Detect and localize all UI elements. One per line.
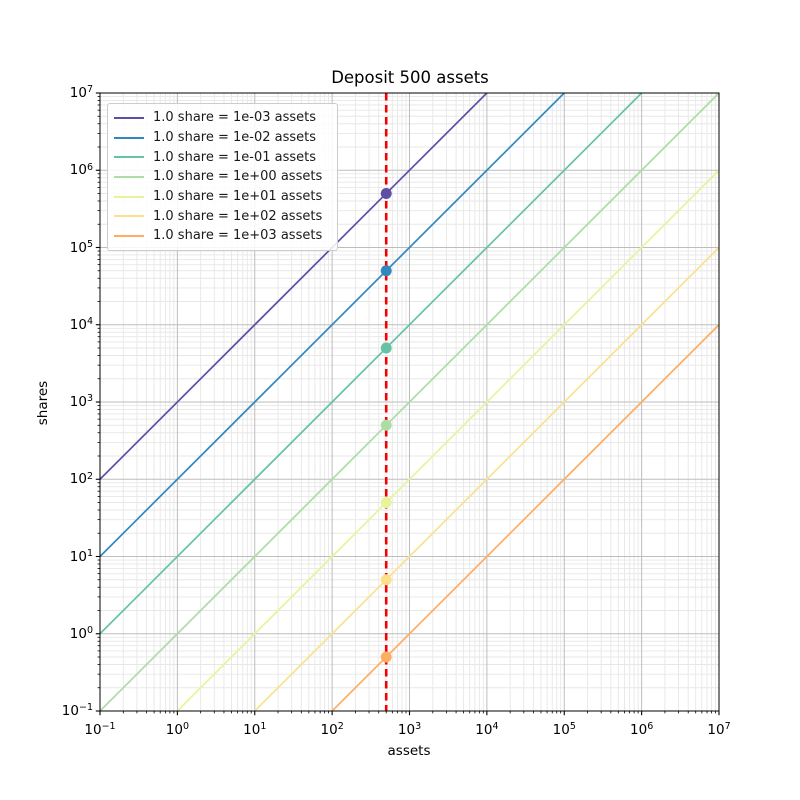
legend-item: 1.0 share = 1e+02 assets (108, 206, 337, 226)
tick-exponent: 6 (86, 161, 93, 173)
x-tick-label: 105 (552, 721, 576, 738)
series-line (100, 93, 489, 480)
legend-label: 1.0 share = 1e+00 assets (153, 169, 323, 185)
y-tick-label: 101 (69, 547, 93, 565)
tick-exponent: −1 (101, 721, 116, 733)
legend-label: 1.0 share = 1e-01 assets (153, 149, 317, 165)
legend-line-swatch (114, 116, 144, 119)
tick-exponent: 7 (86, 84, 93, 96)
tick-exponent: 6 (647, 721, 654, 733)
x-tick-label: 104 (475, 721, 499, 738)
tick-exponent: 1 (260, 721, 267, 733)
legend-line-swatch (114, 195, 144, 198)
legend-item: 1.0 share = 1e+01 assets (108, 187, 337, 207)
x-tick-label: 10−1 (84, 721, 116, 738)
x-tick-label: 101 (243, 721, 267, 738)
x-tick-label: 103 (397, 721, 422, 738)
tick-exponent: 4 (492, 721, 499, 733)
legend-line-swatch (114, 234, 144, 237)
legend-item: 1.0 share = 1e-02 assets (108, 128, 337, 148)
tick-exponent: 4 (86, 316, 93, 327)
legend-item: 1.0 share = 1e+00 assets (108, 167, 337, 187)
legend-item: 1.0 share = 1e-03 assets (108, 108, 337, 128)
data-point-marker (380, 574, 392, 586)
tick-exponent: 5 (569, 721, 576, 733)
chart-title: Deposit 500 assets (331, 68, 489, 87)
y-tick-label: 10−1 (61, 702, 93, 719)
y-tick-label: 105 (69, 238, 93, 256)
data-point-marker (380, 497, 392, 509)
series-line (100, 93, 566, 558)
y-tick-label: 100 (69, 625, 93, 642)
x-tick-label: 106 (630, 721, 654, 738)
tick-exponent: 0 (182, 721, 189, 733)
y-tick-label: 104 (69, 316, 93, 333)
x-tick-label: 107 (707, 721, 731, 738)
tick-exponent: 2 (337, 721, 344, 733)
tick-exponent: 0 (86, 625, 93, 636)
tick-exponent: −1 (78, 702, 93, 714)
tick-exponent: 5 (86, 238, 93, 250)
series-line (330, 324, 719, 711)
legend-item: 1.0 share = 1e-01 assets (108, 147, 337, 167)
axes-frame (99, 92, 720, 712)
y-axis-label: shares (35, 380, 51, 426)
tick-exponent: 3 (86, 393, 93, 405)
data-point-marker (380, 265, 392, 277)
series-line (100, 93, 643, 635)
legend-label: 1.0 share = 1e+02 assets (153, 208, 323, 224)
legend-label: 1.0 share = 1e+01 assets (153, 189, 323, 205)
y-tick-label: 107 (69, 84, 93, 101)
legend-line-swatch (114, 215, 144, 218)
data-point-marker (380, 651, 392, 663)
legend-label: 1.0 share = 1e-03 assets (153, 110, 317, 126)
tick-exponent: 2 (86, 470, 93, 482)
data-point-marker (380, 342, 392, 354)
tick-exponent: 7 (724, 721, 731, 733)
y-tick-label: 102 (69, 470, 93, 488)
legend-item: 1.0 share = 1e+03 assets (108, 226, 337, 246)
series-line (100, 93, 719, 711)
tick-exponent: 1 (86, 547, 93, 559)
data-point-marker (380, 188, 392, 200)
legend-line-swatch (114, 175, 144, 178)
legend-line-swatch (114, 156, 144, 159)
x-tick-label: 100 (165, 721, 189, 738)
y-tick-label: 103 (69, 393, 93, 410)
legend: 1.0 share = 1e-03 assets 1.0 share = 1e-0… (107, 103, 338, 251)
y-tick-label: 106 (69, 161, 93, 179)
x-tick-label: 102 (320, 721, 344, 738)
x-axis-label: assets (387, 743, 431, 759)
tick-exponent: 3 (415, 721, 422, 733)
legend-label: 1.0 share = 1e-02 assets (153, 130, 317, 146)
series-line (176, 169, 719, 711)
legend-line-swatch (114, 136, 144, 139)
legend-label: 1.0 share = 1e+03 assets (153, 228, 323, 244)
series-line (253, 246, 719, 711)
data-point-marker (380, 419, 392, 431)
